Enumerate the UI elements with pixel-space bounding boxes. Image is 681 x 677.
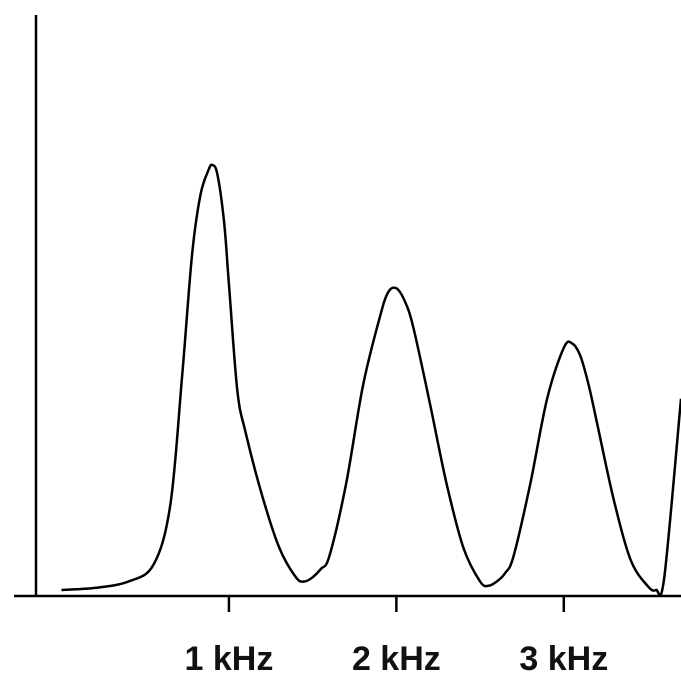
x-ticks xyxy=(227,596,566,612)
x-tick-labels: 1 kHz 2 kHz 3 kHz xyxy=(185,640,609,677)
x-tick-label-1: 1 kHz xyxy=(185,640,274,677)
x-tick-label-3: 3 kHz xyxy=(519,640,608,677)
x-tick-label-2: 2 kHz xyxy=(352,640,441,677)
series-group xyxy=(61,163,681,597)
series-line-1 xyxy=(61,163,681,597)
